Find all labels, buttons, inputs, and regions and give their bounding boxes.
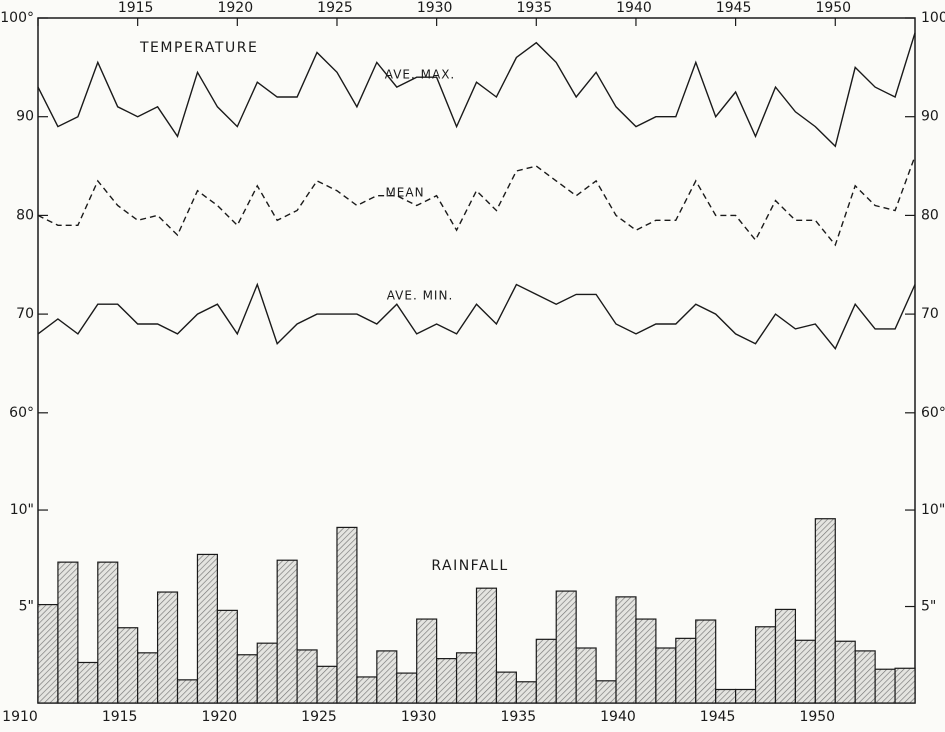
y-tick-label: 70 bbox=[921, 306, 939, 322]
y-tick-label: 80 bbox=[16, 207, 34, 223]
rain-bar bbox=[794, 639, 816, 704]
annotation: TEMPERATURE bbox=[139, 40, 258, 56]
y-tick-label: 60° bbox=[9, 405, 34, 421]
x-tick-label: 1915 bbox=[102, 709, 138, 725]
x-tick-label: 1920 bbox=[201, 709, 237, 725]
y-tick-label: 80 bbox=[921, 207, 939, 223]
rain-bar bbox=[655, 647, 677, 704]
rain-bar bbox=[376, 650, 398, 704]
y-tick-label: 100° bbox=[921, 10, 945, 26]
annotation: MEAN bbox=[385, 186, 424, 200]
rain-bar bbox=[117, 627, 139, 704]
x-tick-label: 1910 bbox=[2, 709, 38, 725]
x-tick-label: 1925 bbox=[301, 709, 337, 725]
x-tick-label: 1950 bbox=[799, 709, 835, 725]
rain-bar bbox=[475, 587, 498, 704]
rain-bar bbox=[77, 661, 99, 704]
rain-bar bbox=[416, 618, 438, 704]
rain-bar bbox=[515, 681, 537, 704]
y-tick-label: 60° bbox=[921, 405, 945, 421]
x-tick-label-top: 1920 bbox=[217, 0, 253, 16]
rain-bar bbox=[356, 676, 378, 704]
rain-bar bbox=[615, 596, 637, 704]
rain-bar bbox=[216, 609, 238, 704]
rain-bar bbox=[715, 688, 737, 704]
rain-bar bbox=[675, 637, 697, 704]
rain-bar bbox=[595, 680, 617, 704]
rain-bar bbox=[137, 652, 159, 704]
annotation: AVE. MAX. bbox=[385, 68, 455, 82]
y2-tick-label: 10" bbox=[921, 502, 945, 518]
rain-bar bbox=[176, 679, 199, 704]
y2-tick-label: 10" bbox=[10, 502, 34, 518]
x-tick-label-top: 1950 bbox=[815, 0, 851, 16]
y-tick-label: 70 bbox=[16, 306, 34, 322]
x-tick-label: 1935 bbox=[500, 709, 536, 725]
x-tick-label-top: 1945 bbox=[716, 0, 752, 16]
rain-bar bbox=[555, 590, 577, 704]
rain-bar bbox=[754, 626, 777, 704]
rain-bar bbox=[37, 603, 59, 704]
x-tick-label: 1930 bbox=[401, 709, 437, 725]
rain-bar bbox=[814, 518, 836, 704]
rain-bar bbox=[894, 667, 916, 704]
rain-bar bbox=[156, 591, 179, 704]
annotation: AVE. MIN. bbox=[387, 289, 454, 303]
rain-bar bbox=[336, 526, 358, 704]
x-tick-label-top: 1925 bbox=[317, 0, 353, 16]
rain-bar bbox=[296, 649, 318, 704]
x-tick-label-top: 1930 bbox=[417, 0, 453, 16]
line-mean bbox=[37, 155, 916, 247]
x-tick-label: 1940 bbox=[600, 709, 636, 725]
rain-bar bbox=[695, 619, 717, 704]
rain-bar bbox=[256, 642, 278, 704]
rain-bar bbox=[495, 671, 517, 704]
rain-bar bbox=[774, 608, 797, 704]
y-tick-label: 90 bbox=[921, 109, 939, 125]
rain-bar bbox=[276, 559, 298, 704]
rain-bar bbox=[455, 652, 478, 704]
y-tick-label: 100° bbox=[0, 10, 34, 26]
annotation: RAINFALL bbox=[431, 558, 508, 574]
y2-tick-label: 5" bbox=[19, 599, 34, 615]
y-tick-label: 90 bbox=[16, 109, 34, 125]
x-tick-label: 1945 bbox=[700, 709, 736, 725]
rain-bar bbox=[436, 658, 458, 704]
x-tick-label-top: 1915 bbox=[118, 0, 154, 16]
rain-bar bbox=[236, 654, 258, 704]
rain-bar bbox=[535, 638, 557, 704]
line-ave-min bbox=[37, 282, 916, 351]
line-ave-max bbox=[37, 32, 916, 148]
rain-bar bbox=[57, 561, 79, 704]
rain-bar bbox=[575, 647, 597, 704]
rain-bar bbox=[874, 668, 896, 704]
rain-bar bbox=[396, 672, 418, 704]
x-tick-label-top: 1935 bbox=[516, 0, 552, 16]
rain-bar bbox=[316, 665, 338, 704]
rain-bar bbox=[735, 688, 757, 704]
rain-bar bbox=[635, 618, 657, 704]
rain-bar bbox=[834, 640, 856, 704]
x-tick-label-top: 1940 bbox=[616, 0, 652, 16]
rain-bar bbox=[196, 553, 218, 704]
rain-bar bbox=[97, 561, 119, 704]
y2-tick-label: 5" bbox=[921, 599, 936, 615]
rain-bar bbox=[854, 650, 876, 704]
